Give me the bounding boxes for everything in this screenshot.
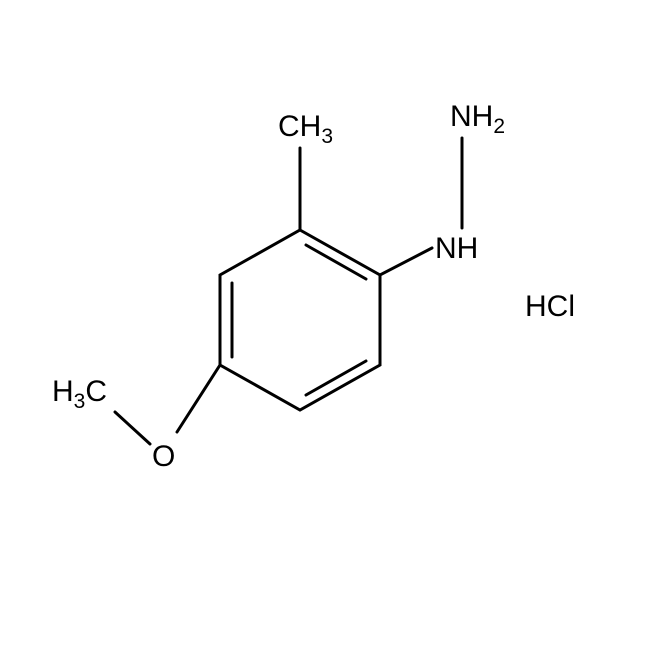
- bond-nh: [380, 248, 432, 275]
- bond-o-ch3: [115, 412, 150, 444]
- label-ch3-top: CH3: [278, 110, 333, 149]
- bonds-svg: [0, 0, 650, 650]
- label-hcl: HCl: [525, 290, 575, 324]
- label-nh2: NH2: [450, 100, 505, 139]
- molecule-canvas: CH3 NH2 NH H3C O HCl: [0, 0, 650, 650]
- label-h3c: H3C: [52, 375, 107, 414]
- label-oxygen: O: [152, 440, 175, 474]
- bond-o: [177, 365, 220, 432]
- label-nh: NH: [435, 232, 478, 266]
